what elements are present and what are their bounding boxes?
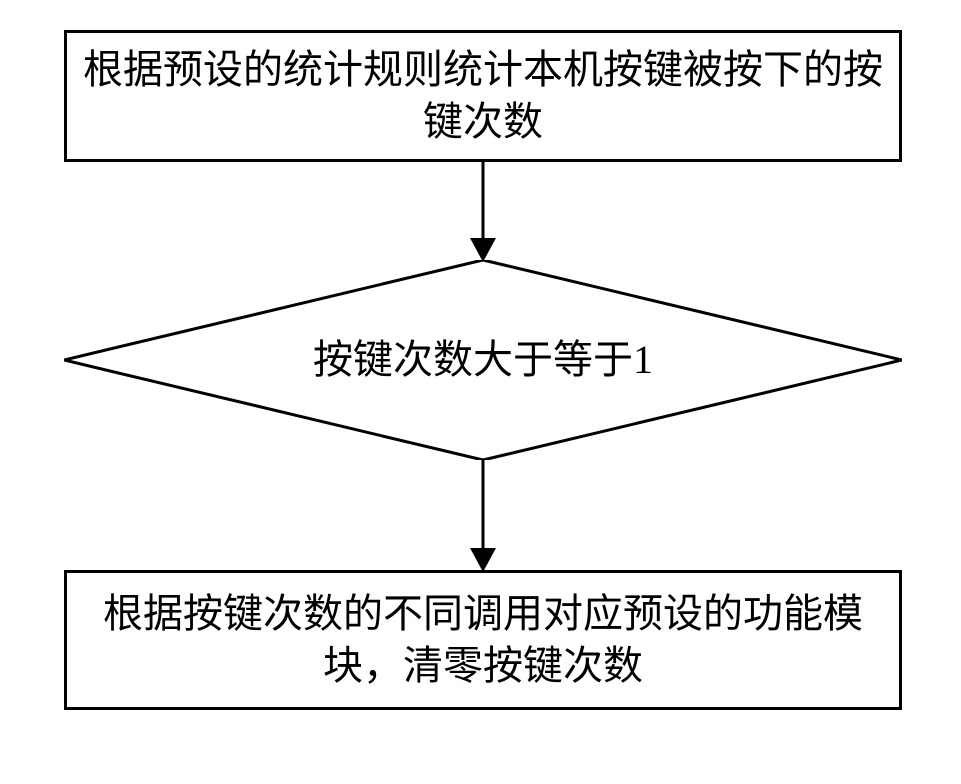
node-diamond-label: 按键次数大于等于1 — [313, 336, 653, 384]
node-diamond: 按键次数大于等于1 — [64, 260, 902, 460]
node-box-1: 根据预设的统计规则统计本机按键被按下的按键次数 — [64, 30, 902, 162]
node-box-2-label: 根据按键次数的不同调用对应预设的功能模块，清零按键次数 — [77, 588, 889, 692]
edge-1 — [456, 162, 510, 262]
edge-2 — [456, 460, 510, 572]
node-box-2: 根据按键次数的不同调用对应预设的功能模块，清零按键次数 — [64, 570, 902, 710]
node-box-1-label: 根据预设的统计规则统计本机按键被按下的按键次数 — [77, 44, 889, 148]
flowchart-canvas: 根据预设的统计规则统计本机按键被按下的按键次数 按键次数大于等于1 根据按键次数… — [0, 0, 961, 784]
